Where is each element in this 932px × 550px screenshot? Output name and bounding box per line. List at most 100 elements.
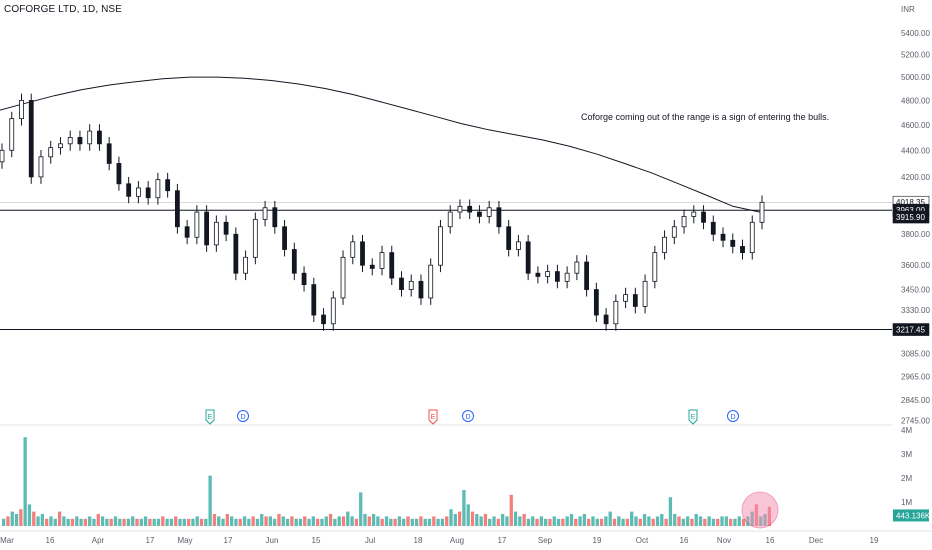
price-tick-label: 5200.00 <box>901 51 930 60</box>
candle-body <box>418 280 424 299</box>
earnings-marker[interactable]: E <box>688 409 698 425</box>
volume-bar <box>260 514 264 526</box>
price-tick-label: 4400.00 <box>901 146 930 155</box>
volume-bar <box>552 516 556 526</box>
volume-bar <box>531 516 535 526</box>
candle-body <box>516 241 521 250</box>
volume-bar <box>53 518 57 526</box>
volume-bar <box>217 516 221 526</box>
time-tick-label: Aug <box>450 536 464 545</box>
dividend-marker[interactable]: D <box>727 410 739 422</box>
volume-bar <box>724 516 728 526</box>
candle-body <box>136 187 141 197</box>
volume-bar <box>100 516 105 526</box>
candle-body <box>145 187 151 199</box>
volume-bar <box>96 514 100 526</box>
volume-bar <box>466 504 470 526</box>
candle-body <box>213 221 219 246</box>
candle-body <box>106 143 112 164</box>
volume-bar <box>526 518 531 526</box>
earnings-marker[interactable]: E <box>428 409 438 425</box>
earnings-marker-shape <box>428 409 438 425</box>
volume-bar <box>152 518 156 526</box>
candle-body <box>545 271 551 277</box>
volume-bar <box>208 475 212 526</box>
volume-bar <box>492 516 496 526</box>
candle-body <box>233 233 239 274</box>
candle-body <box>9 118 15 151</box>
volume-bar <box>402 518 406 526</box>
candle-body <box>564 272 570 282</box>
event-marker-label: D <box>465 414 470 421</box>
volume-bar <box>354 518 359 526</box>
candle-body <box>48 147 54 158</box>
time-tick-label: Jun <box>266 536 279 545</box>
candle-body <box>0 149 5 163</box>
earnings-marker[interactable]: E <box>205 409 215 425</box>
volume-bar <box>462 490 466 526</box>
time-tick-label: May <box>177 536 192 545</box>
volume-bar <box>57 511 62 526</box>
candle-body <box>184 226 190 238</box>
volume-bar <box>143 516 148 526</box>
time-tick-label: Jul <box>365 536 375 545</box>
volume-bar <box>500 514 505 526</box>
volume-bar <box>698 516 703 526</box>
candle-body <box>126 183 132 197</box>
time-tick-label: 16 <box>766 536 775 545</box>
volume-bar <box>574 518 578 526</box>
volume-bar <box>337 516 341 526</box>
volume-bar <box>668 497 673 526</box>
volume-bar <box>655 516 660 526</box>
volume-bar <box>109 518 113 526</box>
volume-bar <box>367 516 371 526</box>
volume-bar <box>733 518 737 526</box>
volume-bar <box>316 518 320 526</box>
volume-bar <box>703 518 707 526</box>
volume-bar <box>569 514 574 526</box>
volume-bar <box>488 518 492 526</box>
candle-body <box>272 207 278 228</box>
volume-bar <box>720 516 724 526</box>
candle-body <box>360 241 365 266</box>
candle-body <box>438 226 443 266</box>
candle-body <box>369 264 375 269</box>
volume-bar <box>410 518 414 526</box>
volume-bar <box>238 518 242 526</box>
event-marker-label: E <box>691 414 696 421</box>
volume-bar <box>66 518 70 526</box>
event-marker-label: D <box>240 414 245 421</box>
volume-bar <box>191 518 195 526</box>
candle-body <box>28 100 34 178</box>
volume-bar <box>595 518 599 526</box>
price-tick-label: 5000.00 <box>901 73 930 82</box>
volume-bar <box>79 518 83 526</box>
volume-bar <box>393 518 397 526</box>
volume-bar <box>737 516 741 526</box>
candle-body <box>87 130 93 145</box>
candle-body <box>340 256 346 299</box>
volume-label-box <box>893 509 929 522</box>
time-tick-label: 18 <box>414 536 423 545</box>
volume-bar <box>14 514 19 526</box>
dividend-marker[interactable]: D <box>237 410 249 422</box>
candle-body <box>574 261 580 274</box>
volume-bar <box>131 516 135 526</box>
volume-bar <box>135 518 139 526</box>
candle-body <box>58 143 63 149</box>
time-tick-label: 19 <box>593 536 602 545</box>
volume-bar <box>156 518 161 526</box>
volume-bar <box>432 516 436 526</box>
volume-bar <box>2 518 6 526</box>
candle-body <box>165 179 171 192</box>
volume-bar <box>350 516 354 526</box>
dividend-marker[interactable]: D <box>462 410 474 422</box>
volume-bar <box>436 518 440 526</box>
volume-bar <box>513 511 518 526</box>
time-tick-label: Nov <box>717 536 731 545</box>
volume-bar <box>677 516 681 526</box>
volume-bar <box>457 511 462 526</box>
volume-bar <box>225 514 229 526</box>
volume-label-text: 443.136K <box>896 511 931 520</box>
